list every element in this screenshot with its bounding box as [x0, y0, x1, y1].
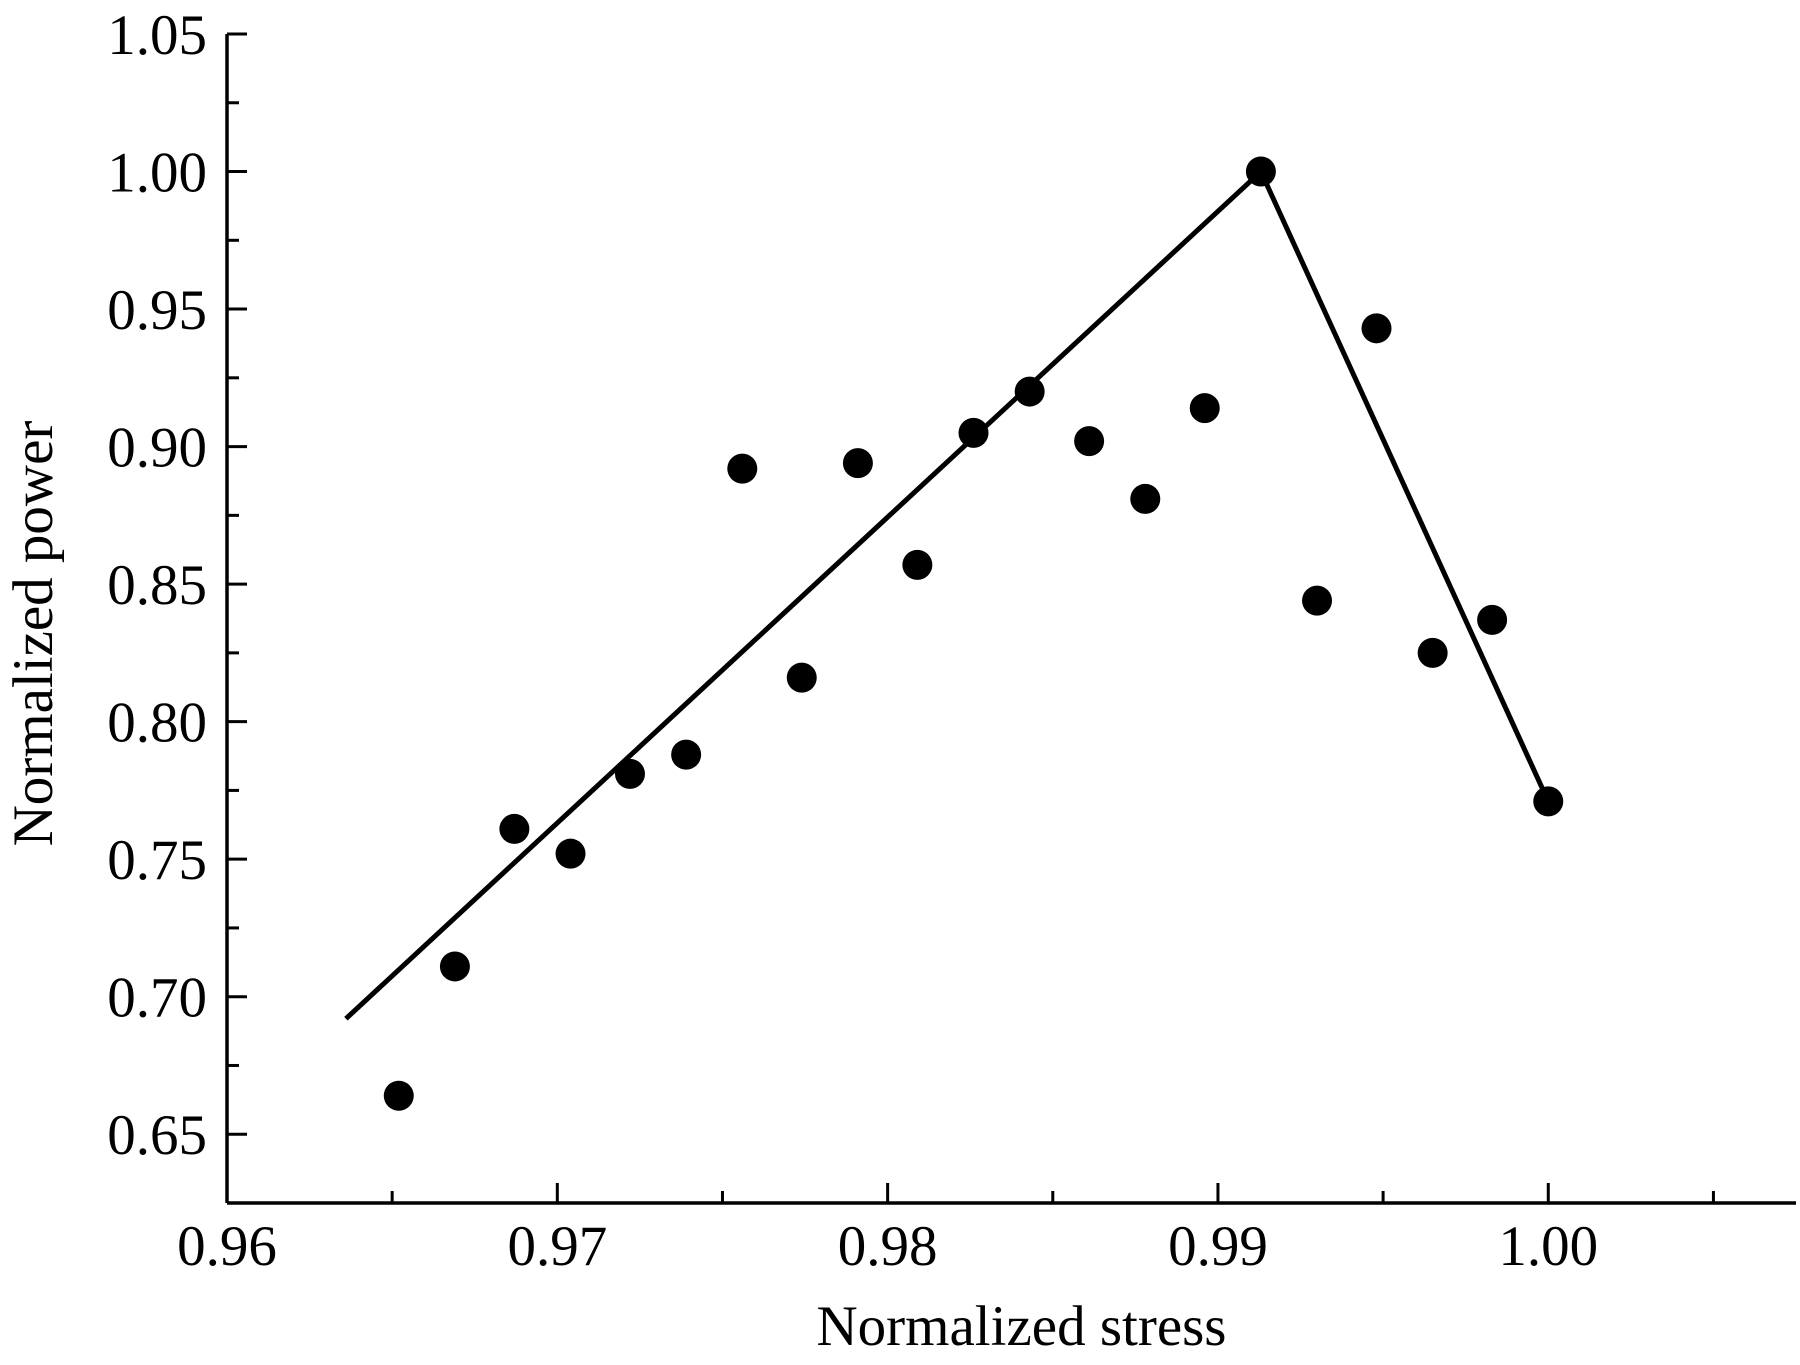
y-tick-label: 0.85: [107, 554, 207, 617]
data-point: [1245, 156, 1276, 187]
data-point: [1533, 786, 1564, 817]
data-point: [499, 813, 530, 844]
data-point: [1189, 393, 1220, 424]
y-tick-label: 0.95: [107, 279, 207, 342]
fit-line: [344, 167, 1551, 1021]
x-tick-label: 0.97: [507, 1215, 607, 1278]
data-point: [902, 549, 933, 580]
y-tick-label: 1.00: [107, 142, 207, 205]
data-points: [383, 156, 1564, 1111]
x-tick-label: 0.96: [177, 1215, 277, 1278]
y-axis-title: Normalized power: [2, 421, 65, 847]
y-tick-label: 0.70: [107, 967, 207, 1030]
data-point: [614, 758, 645, 789]
axis-titles: Normalized stress Normalized power: [2, 421, 1226, 1358]
axes: [225, 34, 1796, 1205]
x-tick-label: 0.98: [838, 1215, 938, 1278]
data-point: [1361, 313, 1392, 344]
y-tick-label: 0.75: [107, 829, 207, 892]
y-tick-label: 0.65: [107, 1104, 207, 1167]
data-point: [842, 448, 873, 479]
data-point: [439, 951, 470, 982]
data-point: [1302, 585, 1333, 616]
x-axis-title: Normalized stress: [817, 1295, 1227, 1358]
y-tick-label: 0.90: [107, 417, 207, 480]
data-point: [555, 838, 586, 869]
fit-line-group: [344, 167, 1551, 1021]
data-point: [958, 417, 989, 448]
x-tick-label: 0.99: [1168, 1215, 1268, 1278]
data-point: [1014, 376, 1045, 407]
data-point: [671, 739, 702, 770]
data-point: [1074, 426, 1105, 457]
data-point: [383, 1080, 414, 1111]
data-point: [786, 662, 817, 693]
data-point: [1477, 604, 1508, 635]
data-point: [1130, 483, 1161, 514]
data-point: [1417, 637, 1448, 668]
data-point: [727, 453, 758, 484]
y-tick-label: 0.80: [107, 692, 207, 755]
y-tick-label: 1.05: [107, 4, 207, 67]
x-tick-label: 1.00: [1498, 1215, 1598, 1278]
ticks: 0.96 0.97 0.98 0.99 1.00 0.65 0.70 0.75 0.80 0.85…: [107, 4, 1715, 1278]
